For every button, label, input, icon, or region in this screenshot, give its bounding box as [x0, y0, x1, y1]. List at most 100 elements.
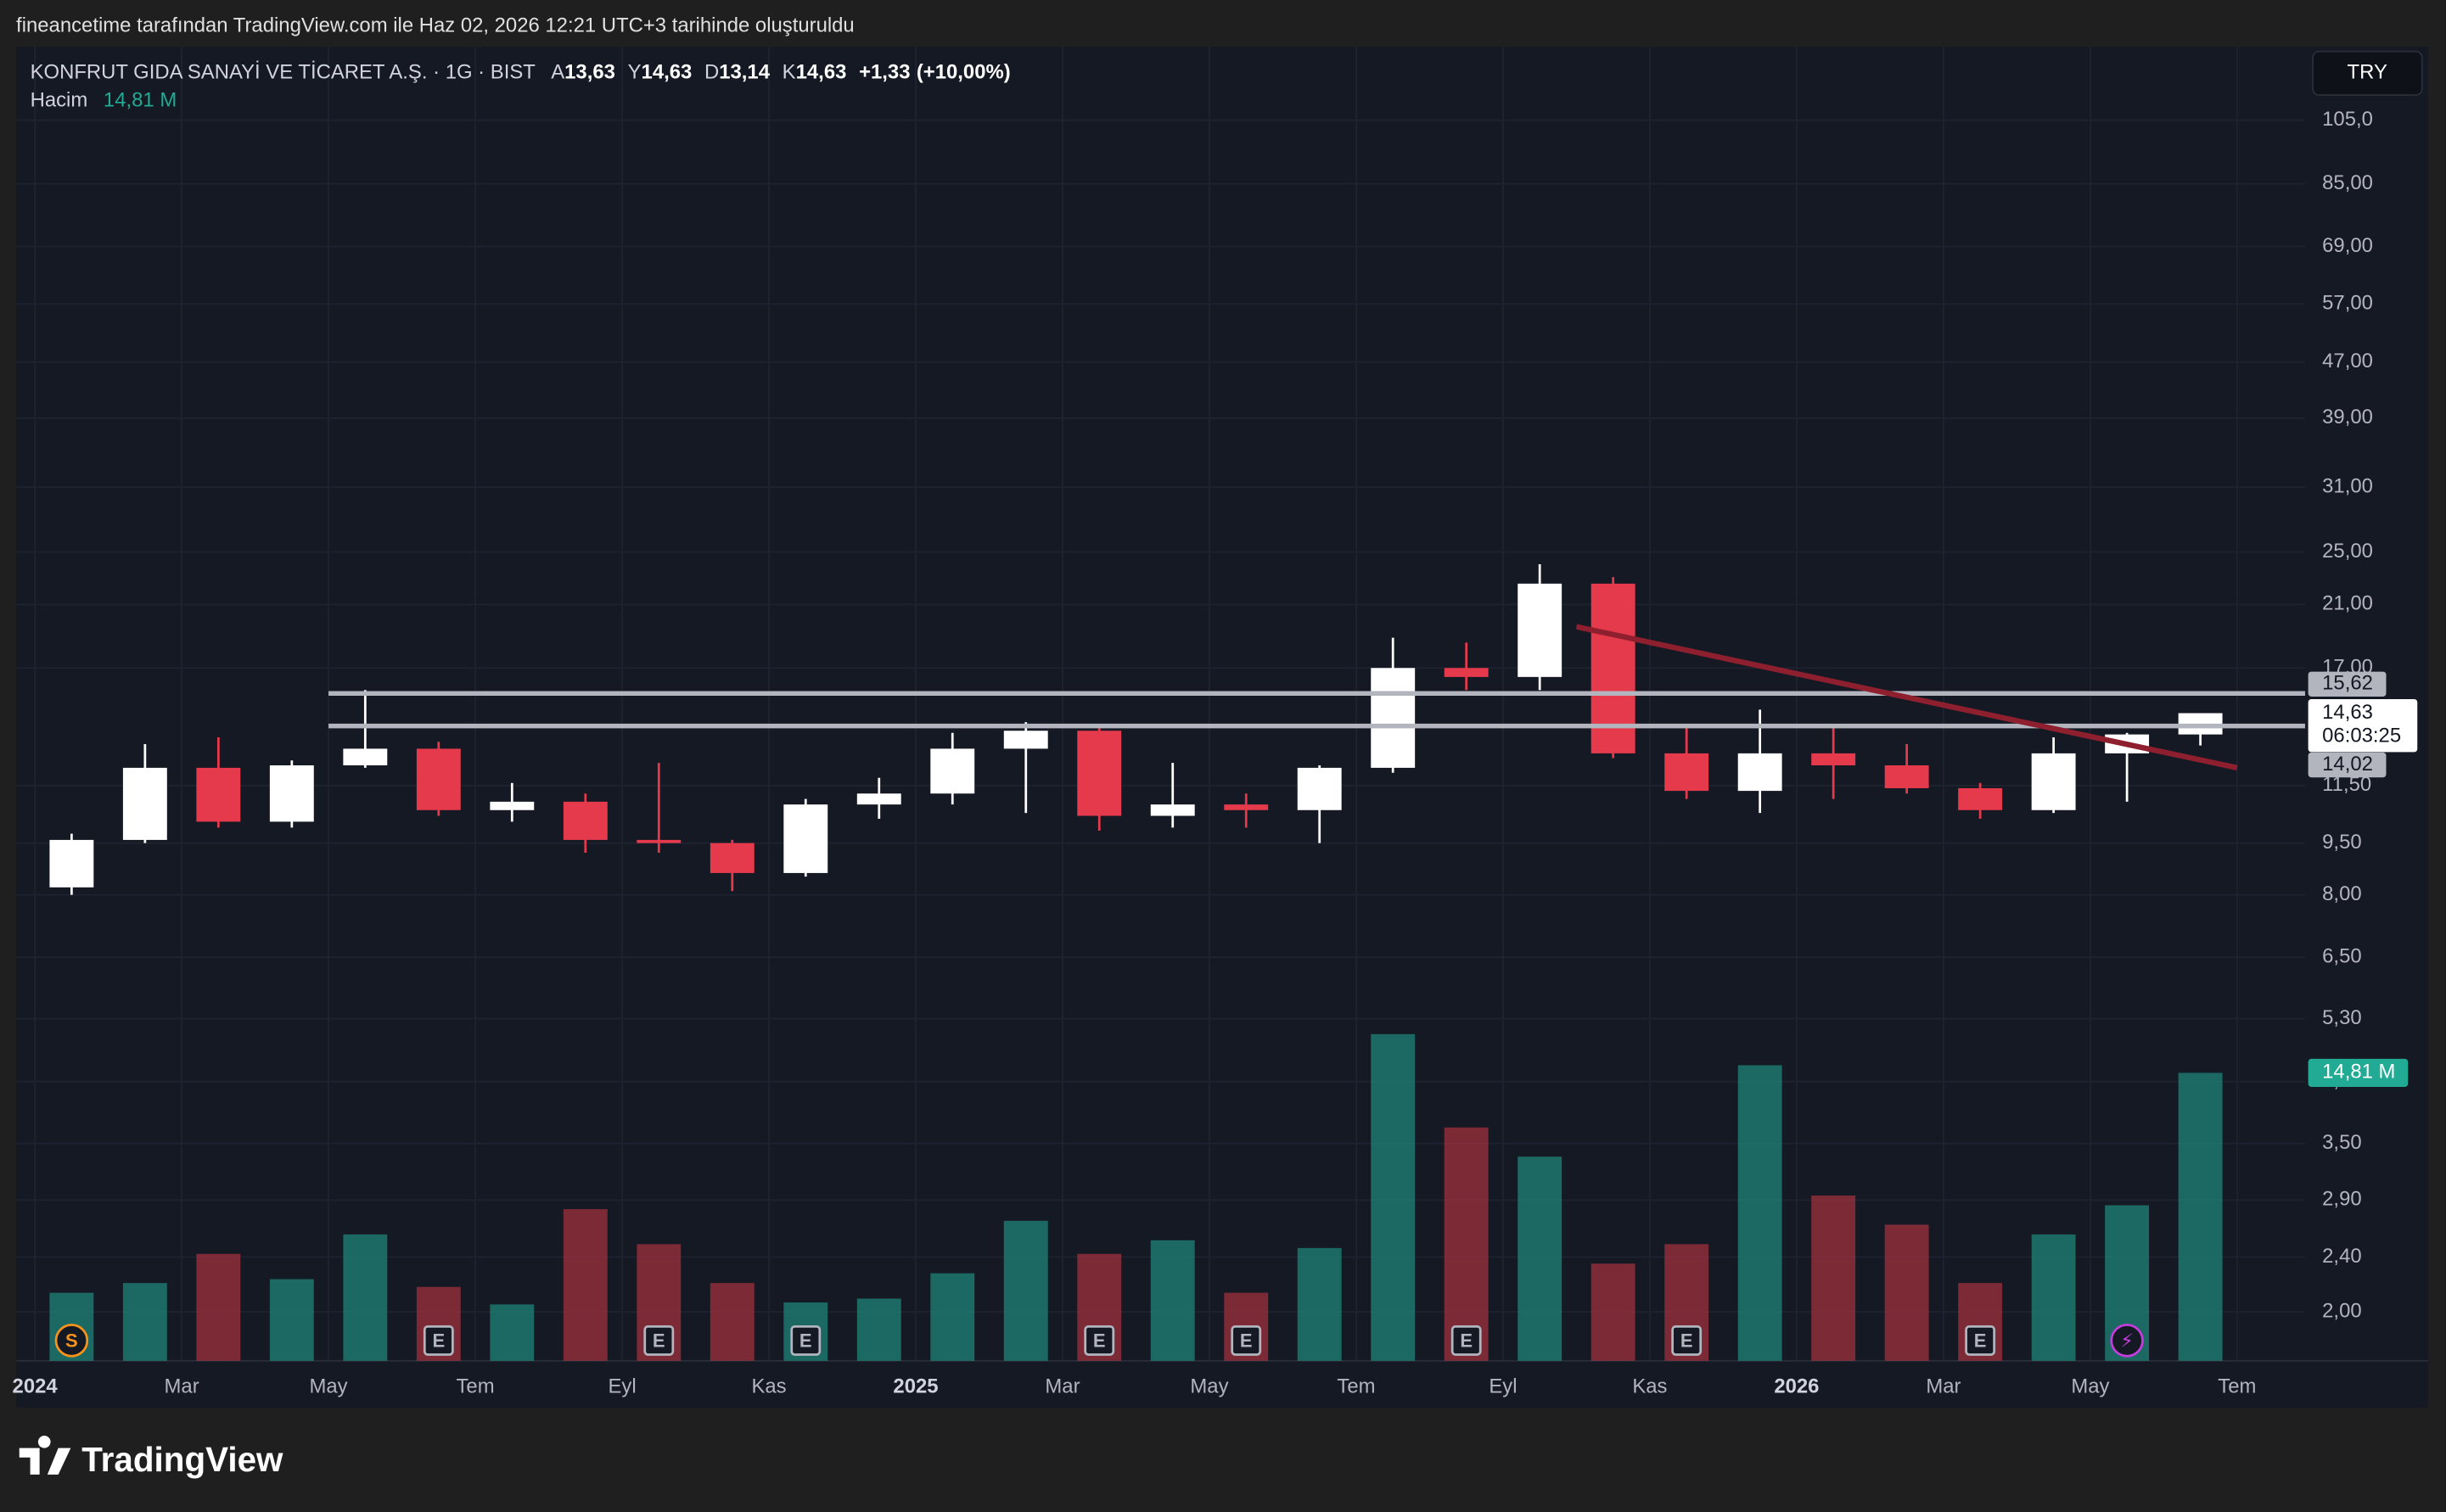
volume-bar [710, 1283, 755, 1361]
y-tick-label: 21,00 [2322, 592, 2373, 615]
x-tick-label: 2026 [1774, 1375, 1819, 1397]
level-tag [2308, 752, 2387, 778]
event-label: E [432, 1330, 445, 1352]
candle-body [1003, 731, 1048, 749]
y-tick-label: 25,00 [2322, 540, 2373, 563]
volume-bar [122, 1283, 167, 1361]
event-marker [1450, 1325, 1482, 1356]
x-tick-label: May [310, 1375, 348, 1397]
x-tick-label: May [1190, 1375, 1228, 1397]
volume-legend-name: Hacim [31, 89, 88, 112]
event-label: E [1974, 1330, 1987, 1352]
x-tick-label: Kas [751, 1375, 786, 1397]
event-marker [1671, 1325, 1703, 1356]
symbol-title: KONFRUT GIDA SANAYİ VE TİCARET A.Ş. · 1G… [31, 61, 536, 84]
ohlc-value: 14,63 [796, 61, 847, 84]
x-tick-label: May [2071, 1375, 2109, 1397]
volume-bar [1884, 1224, 1929, 1361]
ohlc-name: Y [628, 61, 642, 84]
plot: 105,0 85,00 69,00 57,00 47,00 39,00 31,00 25,00… [13, 47, 2429, 1397]
candle-body [343, 748, 388, 766]
event-label: E [799, 1330, 812, 1352]
y-tick-label: 2,90 [2322, 1188, 2361, 1211]
currency-button[interactable] [2312, 50, 2423, 96]
volume-bar [856, 1298, 901, 1361]
volume-bar [343, 1234, 388, 1361]
volume-bar [269, 1279, 314, 1361]
event-marker [2110, 1324, 2144, 1358]
candle-body [1884, 765, 1929, 788]
candle-body [1224, 804, 1269, 810]
trendline [1575, 624, 2238, 771]
candle-body [1811, 753, 1856, 766]
volume-bar [563, 1209, 608, 1361]
legend: KONFRUT GIDA SANAYİ VE TİCARET A.Ş. · 1G… [31, 61, 1011, 84]
y-tick-label: 105,0 [2322, 108, 2373, 131]
candle-body [1371, 668, 1416, 768]
change-pct: (+10,00%) [917, 61, 1011, 84]
event-marker [1084, 1325, 1115, 1356]
volume-bar [1811, 1196, 1856, 1361]
candle-body [1958, 787, 2003, 810]
level-tag [2308, 671, 2387, 697]
candle-body [710, 843, 755, 873]
last-price-label: 14,63 [2322, 701, 2373, 724]
volume-bar [1150, 1240, 1195, 1361]
y-tick-label: 85,00 [2322, 171, 2373, 194]
candle-body [856, 793, 901, 805]
x-tick-label: Tem [1337, 1375, 1375, 1397]
event-label: E [1093, 1330, 1106, 1352]
volume-bar [2031, 1234, 2076, 1361]
x-tick-label: Mar [165, 1375, 199, 1397]
currency: TRY [2348, 61, 2387, 84]
event-marker [423, 1325, 454, 1356]
x-tick-label: Mar [1926, 1375, 1961, 1397]
volume-tag [2308, 1058, 2409, 1087]
x-tick-label: Eyl [608, 1375, 636, 1397]
volume-bar [2178, 1072, 2223, 1361]
candle-body [1297, 767, 1342, 810]
ohlc-value: 13,14 [719, 61, 770, 84]
candle-body [563, 801, 608, 840]
credit: fineancetime tarafından TradingView.com … [16, 14, 855, 37]
volume-legend-value: 14,81 M [104, 89, 177, 112]
candle-body [1664, 753, 1709, 792]
candle-body [196, 767, 241, 822]
level-tag-label: 15,62 [2322, 672, 2373, 695]
last-price-tag [2308, 698, 2418, 753]
candle-body [490, 801, 535, 810]
candle-body [1518, 583, 1562, 677]
event-marker [643, 1325, 675, 1356]
y-tick-label: 39,00 [2322, 406, 2373, 428]
y-tick-label: 57,00 [2322, 292, 2373, 315]
candle-body [122, 767, 167, 840]
candle-body [783, 804, 828, 873]
y-tick-label: 5,30 [2322, 1006, 2361, 1029]
y-tick-label: 2,40 [2322, 1245, 2361, 1268]
candle-body [1150, 804, 1195, 816]
y-tick-label: 69,00 [2322, 234, 2373, 257]
volume-bar [1737, 1065, 1782, 1361]
logo: TradingView [19, 1435, 283, 1479]
volume-bar [490, 1304, 535, 1361]
event-marker [1231, 1325, 1262, 1356]
event-label: S [65, 1330, 78, 1352]
logo-text: TradingView [81, 1440, 283, 1479]
event-label: E [653, 1330, 665, 1352]
candle-body [49, 839, 94, 888]
ohlc-name: K [783, 61, 796, 84]
countdown: 06:03:25 [2322, 724, 2401, 747]
volume-bar [1003, 1220, 1048, 1361]
event-marker [790, 1325, 822, 1356]
y-tick-label: 8,00 [2322, 882, 2361, 905]
change: +1,33 [859, 61, 910, 84]
ohlc-name: D [704, 61, 719, 84]
candle-body [1444, 668, 1489, 677]
ohlc-value: 13,63 [564, 61, 615, 84]
volume-bar [1371, 1033, 1416, 1361]
x-tick-label: Mar [1045, 1375, 1080, 1397]
event-marker [54, 1324, 89, 1358]
event-label: E [1460, 1330, 1473, 1352]
volume-bar [196, 1253, 241, 1361]
volume-bar [1518, 1156, 1562, 1361]
